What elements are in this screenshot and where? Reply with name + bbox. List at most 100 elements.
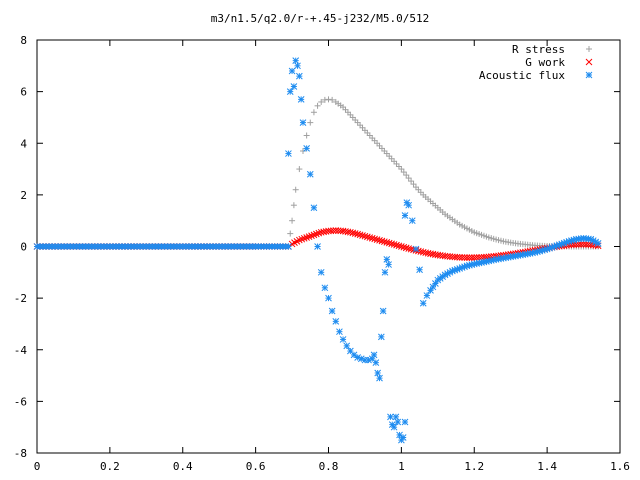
data-point-d2: [374, 369, 382, 377]
data-point-d2: [395, 242, 403, 250]
data-point-d2: [133, 243, 141, 250]
data-point-d2: [303, 145, 310, 152]
data-point: [292, 57, 300, 65]
data-point: [377, 333, 385, 341]
data-point-d2: [401, 212, 409, 219]
data-point: [371, 235, 379, 243]
data-point-d2: [286, 88, 294, 95]
data-point-d2: [315, 229, 323, 237]
data-point-d2: [470, 254, 478, 261]
data-point-d2: [194, 243, 202, 250]
data-point-d2: [575, 240, 583, 248]
data-point: [343, 342, 351, 350]
data-point-d2: [100, 243, 108, 250]
data-point-d2: [589, 237, 597, 245]
data-point: [339, 336, 347, 343]
data-point-d2: [164, 243, 171, 250]
data-point-d2: [298, 235, 306, 243]
data-point-d2: [300, 234, 308, 242]
data-point: [285, 243, 292, 250]
data-point-d2: [161, 243, 168, 250]
x-axis: 0 0.2 0.4 0.6 0.8 1 1.2 1.4 1.6: [34, 40, 630, 473]
data-point-d2: [468, 254, 476, 261]
data-point-d2: [403, 199, 411, 206]
data-point-d2: [423, 292, 431, 299]
data-point-d2: [60, 243, 68, 250]
data-point-d2: [366, 234, 374, 241]
data-point: [310, 204, 318, 212]
data-point: [381, 238, 388, 246]
data-point-d2: [76, 243, 83, 250]
data-point-d2: [73, 243, 80, 250]
y-tick-label: -4: [14, 344, 28, 357]
data-point-d2: [246, 243, 253, 250]
data-point: [298, 235, 306, 243]
data-point-d2: [359, 232, 366, 239]
data-point: [321, 284, 329, 292]
data-point-d2: [408, 217, 416, 225]
data-point: [296, 166, 303, 173]
data-point-d2: [336, 328, 343, 336]
data-point: [297, 96, 305, 103]
data-point: [310, 109, 317, 116]
x-tick-label: 1.6: [610, 460, 630, 473]
data-point: [42, 243, 50, 250]
data-point: [410, 181, 417, 188]
data-point: [299, 147, 306, 154]
data-point: [307, 119, 314, 126]
data-point-d2: [285, 243, 292, 250]
data-point: [287, 230, 294, 237]
data-point-d2: [305, 233, 313, 240]
data-point-d2: [385, 239, 393, 247]
data-point: [423, 292, 431, 299]
data-point-d2: [368, 234, 376, 242]
data-point: [64, 243, 71, 250]
x-tick-label: 1: [398, 460, 405, 473]
data-point-d2: [320, 228, 327, 236]
data-point-d2: [224, 243, 232, 250]
data-point: [400, 169, 407, 176]
data-point: [328, 307, 336, 315]
data-point: [392, 413, 400, 421]
data-point-d2: [328, 307, 336, 315]
data-point-d2: [303, 234, 310, 241]
data-point: [398, 166, 405, 173]
data-point: [376, 236, 383, 244]
data-point: [594, 240, 602, 247]
data-point: [112, 243, 120, 250]
legend-marker: [586, 46, 592, 52]
data-point-d2: [416, 266, 423, 274]
data-point-d2: [179, 243, 187, 250]
x-tick-label: 0.8: [319, 460, 339, 473]
data-point: [313, 230, 320, 238]
data-point-d2: [394, 418, 402, 426]
y-tick-label: -8: [14, 447, 27, 460]
data-point-d2: [243, 243, 250, 250]
data-point: [394, 418, 402, 426]
data-point-d2: [349, 229, 357, 237]
data-point: [332, 318, 340, 325]
x-tick-label: 1.4: [537, 460, 557, 473]
data-point-d2: [317, 228, 325, 236]
data-point-d2: [330, 227, 337, 235]
data-point: [383, 256, 391, 263]
data-point-d2: [149, 243, 156, 250]
data-point-d2: [191, 243, 199, 250]
data-point: [292, 186, 299, 193]
legend-item: Acoustic flux: [479, 69, 593, 82]
data-point: [401, 212, 409, 219]
data-point: [390, 241, 398, 248]
data-point: [67, 243, 74, 250]
data-point: [412, 245, 420, 253]
data-point-d2: [200, 243, 208, 250]
data-point-d2: [145, 243, 153, 250]
data-point-d2: [398, 243, 405, 250]
data-point-d2: [372, 359, 380, 367]
data-point-d2: [480, 253, 488, 261]
data-point: [289, 217, 296, 224]
data-point: [419, 299, 427, 307]
data-point-d2: [592, 238, 600, 246]
data-point-d2: [295, 236, 303, 244]
data-point-d2: [356, 231, 364, 239]
data-point: [191, 243, 199, 250]
